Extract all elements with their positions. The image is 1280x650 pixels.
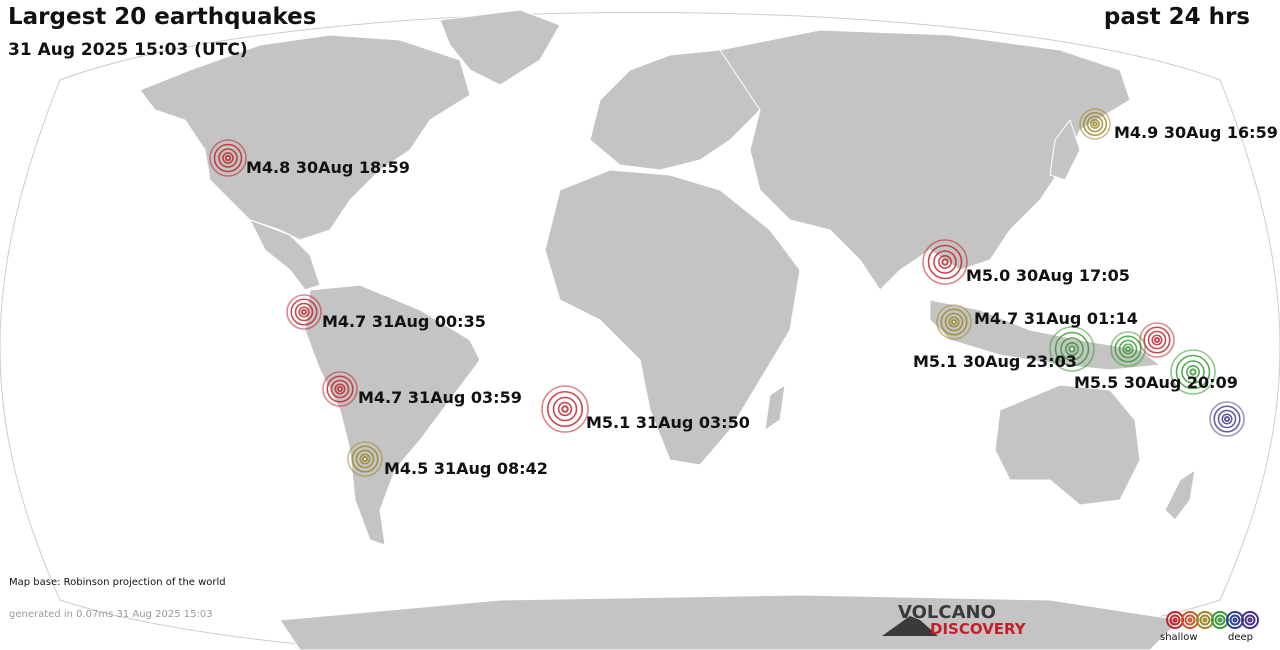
quake-marker-13[interactable] [1209, 401, 1245, 437]
legend-marker-5 [1226, 611, 1244, 629]
quake-label-1[interactable]: M4.8 30Aug 18:59 [246, 158, 410, 177]
south-america-landmass [304, 284, 481, 546]
logo-text-volcano: VOLCANO [898, 602, 996, 623]
legend-shallow-label: shallow [1160, 632, 1198, 643]
australia-landmass [994, 384, 1141, 506]
legend-marker-6 [1241, 611, 1259, 629]
volcano-icon [882, 616, 938, 636]
map-base-note: Map base: Robinson projection of the wor… [9, 577, 226, 588]
quake-marker-7[interactable] [1170, 349, 1216, 395]
legend-markers [1166, 611, 1259, 629]
time-period: past 24 hrs [1103, 4, 1250, 30]
quake-marker-4[interactable] [286, 294, 322, 330]
new-zealand-landmass [1164, 468, 1196, 521]
africa-landmass [544, 169, 801, 466]
page-title: Largest 20 earthquakes [8, 4, 317, 30]
quake-label-2[interactable]: M4.9 30Aug 16:59 [1114, 123, 1278, 142]
quake-marker-11[interactable] [1139, 322, 1175, 358]
quake-marker-9[interactable] [541, 385, 589, 433]
quake-marker-12[interactable] [1110, 331, 1146, 367]
quake-markers [209, 108, 1245, 477]
quake-marker-6[interactable] [1049, 326, 1095, 372]
greenland-landmass [439, 9, 561, 86]
quake-label-3[interactable]: M5.0 30Aug 17:05 [966, 266, 1130, 285]
japan-landmass [1049, 118, 1081, 181]
quake-label-9[interactable]: M5.1 31Aug 03:50 [586, 413, 750, 432]
central-america-landmass [248, 219, 321, 291]
depth-legend: shallow deep [1158, 608, 1268, 648]
quake-label-4[interactable]: M4.7 31Aug 00:35 [322, 312, 486, 331]
north-america-landmass [139, 34, 471, 241]
generated-note: generated in 0.07ms 31 Aug 2025 15:03 [9, 609, 213, 620]
asia-landmass [719, 29, 1131, 291]
quake-label-6[interactable]: M5.1 30Aug 23:03 [913, 352, 1077, 371]
legend-deep-label: deep [1228, 632, 1253, 643]
quake-label-8[interactable]: M4.7 31Aug 03:59 [358, 388, 522, 407]
volcano-discovery-logo[interactable]: VOLCANO DISCOVERY [880, 602, 1032, 640]
quake-marker-8[interactable] [322, 371, 358, 407]
madagascar-landmass [764, 383, 786, 432]
quake-marker-5[interactable] [936, 304, 972, 340]
quake-label-7[interactable]: M5.5 30Aug 20:09 [1074, 373, 1238, 392]
quake-label-10[interactable]: M4.5 31Aug 08:42 [384, 459, 548, 478]
quake-label-5[interactable]: M4.7 31Aug 01:14 [974, 309, 1138, 328]
page-subtitle: 31 Aug 2025 15:03 (UTC) [8, 40, 248, 60]
logo-text-discovery: DISCOVERY [930, 620, 1026, 638]
antarctica-landmass [279, 594, 1182, 650]
quake-marker-10[interactable] [347, 441, 383, 477]
quake-marker-2[interactable] [1079, 108, 1111, 140]
quake-marker-1[interactable] [209, 139, 247, 177]
quake-marker-3[interactable] [922, 239, 968, 285]
